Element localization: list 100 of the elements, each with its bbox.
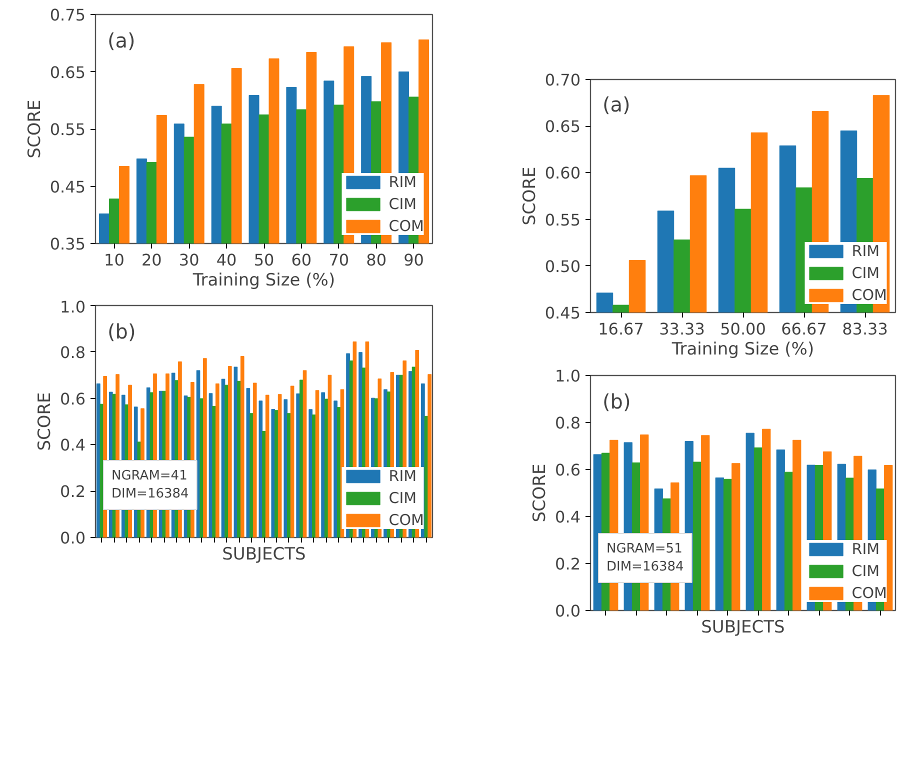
x-tick-label: 30 xyxy=(178,250,200,270)
bar xyxy=(221,378,226,538)
legend-label: RIM xyxy=(388,467,417,485)
bar xyxy=(215,383,220,538)
bar xyxy=(302,370,307,538)
bar xyxy=(321,392,325,538)
y-tick-label: 0.6 xyxy=(60,389,86,408)
y-tick-label: 0.65 xyxy=(544,117,580,136)
y-tick-label: 0.45 xyxy=(50,177,86,196)
x-tick-label: 90 xyxy=(404,250,424,270)
y-tick-label: 0.75 xyxy=(50,6,86,24)
bar xyxy=(265,394,270,538)
y-tick-label: 0.35 xyxy=(50,234,86,254)
annotation: NGRAM=51 DIM=16384 xyxy=(606,542,684,574)
y-tick-label: 0.70 xyxy=(544,70,580,90)
annotation: (a) xyxy=(108,28,136,52)
bar xyxy=(228,366,232,538)
bar xyxy=(96,383,100,538)
bar xyxy=(308,409,313,538)
bar xyxy=(784,472,794,610)
bar xyxy=(224,384,228,538)
y-tick-label: 0.0 xyxy=(60,528,86,548)
bar xyxy=(262,430,266,538)
bar xyxy=(287,413,291,538)
x-tick-label: 20 xyxy=(141,250,162,270)
y-tick-label: 0.8 xyxy=(555,414,581,432)
legend-label: COM xyxy=(388,217,424,235)
x-tick-label: 33.33 xyxy=(659,320,705,338)
bar xyxy=(428,374,432,538)
y-tick-label: 0.50 xyxy=(544,256,580,276)
annotation: (b) xyxy=(108,320,136,344)
bar xyxy=(732,463,740,610)
x-axis-title: Training Size (%) xyxy=(670,340,814,360)
bar xyxy=(296,393,300,538)
bar xyxy=(274,410,278,538)
legend-label: CIM xyxy=(388,489,417,507)
y-tick-label: 0.55 xyxy=(544,210,580,230)
legend-label: RIM xyxy=(852,242,880,260)
bar xyxy=(203,358,207,538)
x-tick-label: 70 xyxy=(328,250,350,270)
y-tick-label: 0.45 xyxy=(544,304,580,322)
bar xyxy=(692,462,702,610)
annotation: (a) xyxy=(602,92,630,116)
y-tick-label: 0.6 xyxy=(555,460,581,480)
bar xyxy=(252,382,257,538)
bar xyxy=(701,435,710,610)
x-tick-label: 16.67 xyxy=(598,320,644,338)
legend-label: CIM xyxy=(852,264,880,282)
annotation: (b) xyxy=(602,390,631,414)
y-axis-title: SCORE xyxy=(35,392,56,451)
y-tick-label: 0.4 xyxy=(60,436,86,455)
x-tick-label: 40 xyxy=(216,250,237,270)
x-tick-label: 50 xyxy=(254,250,274,270)
bar xyxy=(237,380,241,538)
x-tick-label: 80 xyxy=(366,250,387,270)
y-axis-title: SCORE xyxy=(520,166,540,226)
bar xyxy=(746,432,754,610)
x-axis-title: Training Size (%) xyxy=(192,270,336,290)
y-tick-label: 0.4 xyxy=(555,508,581,526)
bar xyxy=(715,477,724,610)
bar xyxy=(334,400,338,538)
legend-label: COM xyxy=(388,511,424,529)
y-tick-label: 0.65 xyxy=(50,62,86,82)
y-axis-title: SCORE xyxy=(530,464,550,522)
x-tick-label: 50.00 xyxy=(720,320,766,338)
x-tick-label: 60 xyxy=(291,250,312,270)
y-tick-label: 0.60 xyxy=(544,164,580,183)
bar xyxy=(246,388,250,538)
bar xyxy=(212,406,216,538)
bar xyxy=(754,447,763,610)
bar xyxy=(234,366,238,538)
y-tick-label: 0.0 xyxy=(555,602,581,620)
y-tick-label: 0.2 xyxy=(60,482,86,502)
bar xyxy=(328,374,332,538)
legend-label: RIM xyxy=(388,173,417,191)
y-tick-label: 0.8 xyxy=(60,342,86,362)
bar xyxy=(200,398,204,538)
bar xyxy=(300,380,304,538)
bar xyxy=(258,400,263,538)
bar xyxy=(284,399,288,538)
bar xyxy=(250,413,254,538)
legend-label: CIM xyxy=(388,195,417,213)
bar xyxy=(776,450,785,610)
bar xyxy=(271,408,276,538)
legend-label: RIM xyxy=(852,540,880,558)
legend-label: CIM xyxy=(852,562,880,580)
x-axis-title: SUBJECTS xyxy=(701,618,785,638)
bar xyxy=(723,478,732,610)
y-tick-label: 1.0 xyxy=(60,298,86,316)
annotation: NGRAM=41 DIM=16384 xyxy=(112,468,189,502)
legend-label: COM xyxy=(852,286,887,304)
legend-label: COM xyxy=(852,584,887,602)
x-tick-label: 66.67 xyxy=(781,320,827,338)
bar xyxy=(315,390,320,538)
y-axis-title: SCORE xyxy=(24,100,45,158)
bar xyxy=(290,386,294,538)
bar xyxy=(312,414,316,538)
bar xyxy=(240,356,244,538)
x-tick-label: 83.33 xyxy=(842,320,888,338)
bar xyxy=(278,394,282,538)
